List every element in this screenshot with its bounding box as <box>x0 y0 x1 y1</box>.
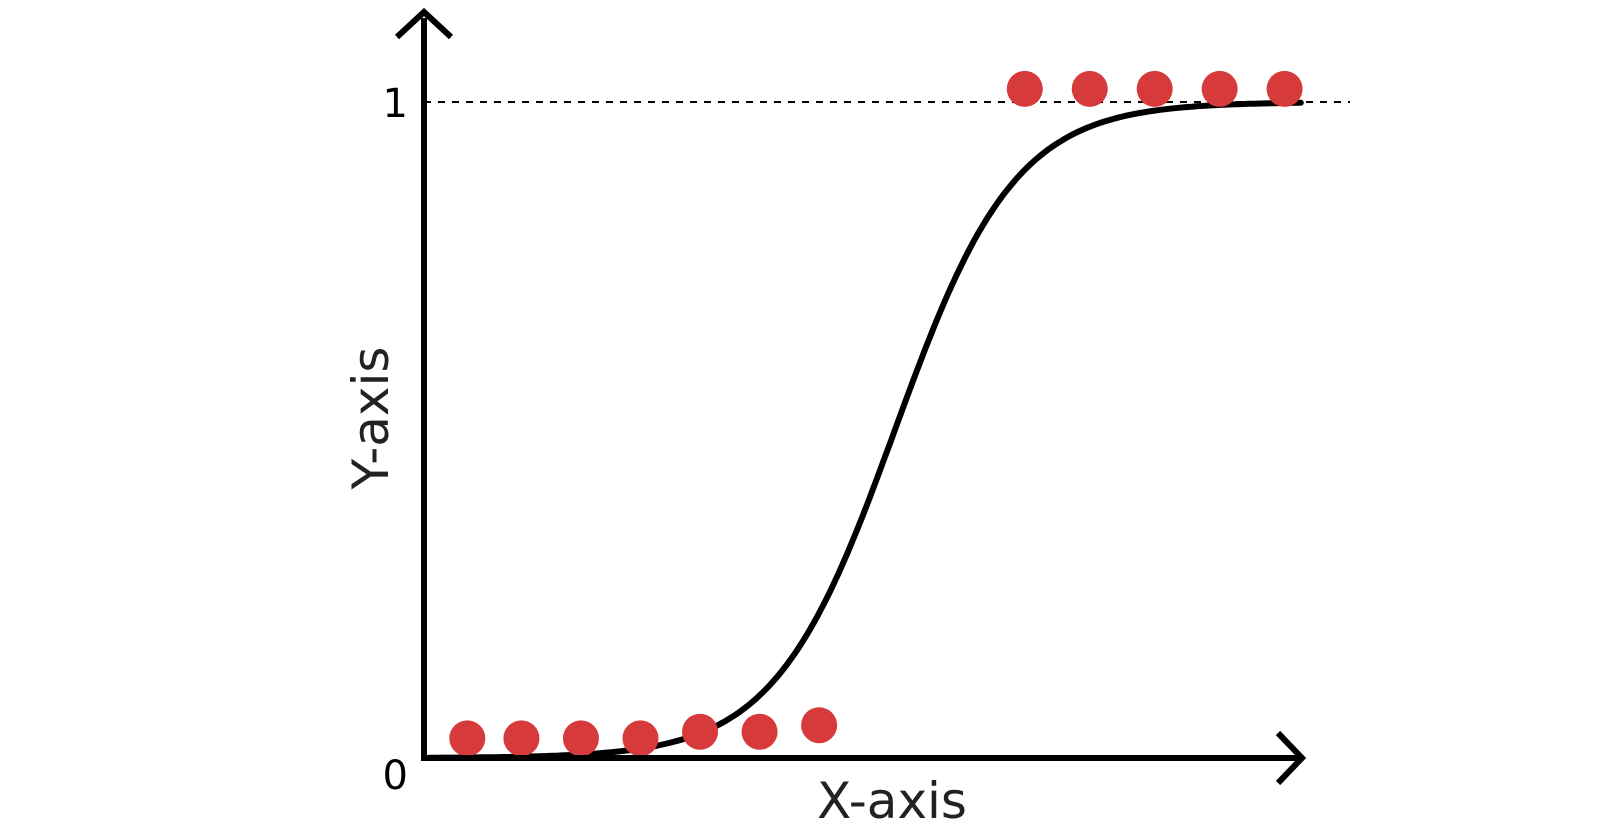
data-point <box>682 713 719 750</box>
data-point <box>622 720 659 757</box>
data-point <box>1136 70 1173 107</box>
y-axis-label: Y-axis <box>342 347 400 491</box>
data-point <box>562 720 599 757</box>
x-axis-arrow <box>1275 730 1307 786</box>
data-points <box>449 70 1303 757</box>
data-point <box>1201 70 1238 107</box>
y-tick-label-1: 1 <box>383 81 408 127</box>
data-point <box>503 720 540 757</box>
data-point <box>801 707 838 744</box>
data-point <box>1006 70 1043 107</box>
data-point <box>1071 70 1108 107</box>
data-point <box>741 713 778 750</box>
data-point <box>1266 70 1303 107</box>
sigmoid-curve <box>426 99 1304 761</box>
x-axis-label: X-axis <box>817 772 967 830</box>
y-tick-label-0: 0 <box>383 753 408 799</box>
y-axis-arrow <box>394 7 454 40</box>
data-point <box>449 720 486 757</box>
